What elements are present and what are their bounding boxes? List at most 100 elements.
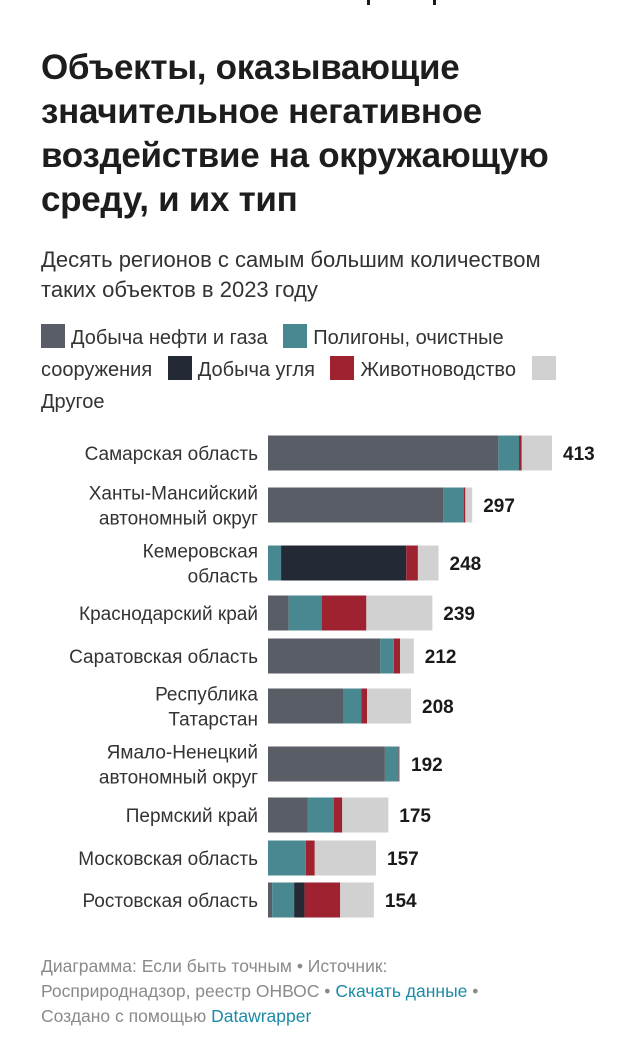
- total-label: 157: [387, 849, 419, 870]
- top-crop-marks: [367, 0, 439, 6]
- total-label: 175: [399, 806, 431, 827]
- bar-segment: [399, 746, 401, 782]
- bar-segment: [343, 688, 362, 724]
- bar-segment: [294, 882, 305, 918]
- bar-segment: [272, 882, 295, 918]
- total-label: 192: [411, 755, 443, 776]
- category-label: Республика Татарстан: [155, 685, 258, 731]
- bar-segment: [268, 595, 289, 631]
- category-label-line: автономный округ: [99, 509, 258, 530]
- bar-segment: [334, 797, 343, 833]
- category-label-line: Республика: [155, 685, 258, 706]
- bar-segment: [304, 882, 341, 918]
- total-label: 297: [483, 496, 515, 517]
- bar-segment: [406, 545, 418, 581]
- category-label: Московская область: [78, 849, 258, 870]
- bar-segment: [384, 746, 399, 782]
- category-label-line: Татарстан: [168, 710, 258, 731]
- total-label: 208: [422, 697, 454, 718]
- footer-separator: •: [472, 981, 479, 1001]
- category-label: Краснодарский край: [79, 604, 258, 625]
- bar-segment: [268, 487, 444, 523]
- datawrapper-link[interactable]: Datawrapper: [211, 1006, 312, 1026]
- bar-segment: [380, 638, 394, 674]
- category-label: Ханты-Мансийский автономный округ: [89, 484, 258, 530]
- footer: Диаграмма: Если быть точным • Источник: …: [41, 954, 601, 1029]
- bar-segment: [268, 746, 385, 782]
- legend-swatch: [167, 356, 192, 380]
- category-label: Ямало-Ненецкий автономный округ: [99, 743, 258, 789]
- chart-subtitle: Десять регионов с самым большим количест…: [41, 247, 541, 302]
- bar-segment: [400, 638, 414, 674]
- bar-segment: [268, 840, 306, 876]
- download-data-link[interactable]: Скачать данные: [335, 981, 468, 1001]
- legend-swatch: [531, 356, 556, 380]
- bar-segment: [498, 435, 519, 471]
- legend-swatch: [283, 324, 308, 348]
- legend-label: Животноводство: [360, 359, 516, 381]
- stacked-bar-chart: Самарская область 413 Ханты-Мансийский авто…: [69, 435, 595, 918]
- bar-segment: [398, 746, 400, 782]
- category-label: Пермский край: [126, 806, 258, 827]
- bar-segment: [361, 688, 368, 724]
- chart-title: Объекты, оказывающие значительное негати…: [41, 48, 549, 219]
- bar-segment: [393, 638, 401, 674]
- bar-segment: [268, 797, 308, 833]
- bar-segment: [268, 688, 344, 724]
- total-label: 248: [450, 554, 482, 575]
- legend-label: Добыча угля: [197, 359, 315, 381]
- bar-segment: [288, 595, 322, 631]
- category-label: Кемеровская область: [143, 542, 258, 588]
- bar-segment: [268, 882, 273, 918]
- bar-segment: [443, 487, 464, 523]
- legend-item: Добыча угля: [167, 356, 315, 381]
- footer-created-with: Создано с помощью: [41, 1006, 207, 1026]
- category-label-line: Самарская область: [85, 444, 259, 465]
- footer-source: Росприроднадзор, реестр ОНВОС •: [41, 981, 331, 1001]
- total-label: 154: [385, 891, 417, 912]
- legend-label: Добыча нефти и газа: [71, 327, 268, 349]
- category-label-line: Кемеровская: [143, 542, 258, 563]
- legend-label: Другое: [41, 391, 105, 413]
- category-label-line: Московская область: [78, 849, 258, 870]
- total-label: 413: [563, 444, 595, 465]
- bar-segment: [367, 688, 412, 724]
- bar-segment: [340, 882, 374, 918]
- category-label-line: Ямало-Ненецкий: [107, 743, 258, 764]
- category-label: Ростовская область: [82, 891, 258, 912]
- legend-item: Животноводство: [330, 356, 516, 381]
- category-label-line: Краснодарский край: [79, 604, 258, 625]
- bar-segment: [518, 435, 522, 471]
- category-label-line: автономный округ: [99, 768, 258, 789]
- total-label: 239: [443, 604, 475, 625]
- bar-segment: [305, 840, 315, 876]
- category-label: Самарская область: [85, 444, 259, 465]
- legend-item: Другое: [41, 356, 562, 413]
- legend-swatch: [330, 356, 355, 380]
- legend-item: Полигоны, очистные сооружения: [41, 324, 504, 381]
- category-label-line: Ростовская область: [82, 891, 258, 912]
- bar-segment: [417, 545, 439, 581]
- bar-segment: [307, 797, 335, 833]
- bar-segment: [268, 545, 282, 581]
- category-label-line: область: [188, 567, 258, 588]
- bar-segment: [366, 595, 433, 631]
- bar-segment: [521, 435, 552, 471]
- bar-segment: [268, 435, 499, 471]
- bar-segment: [281, 545, 407, 581]
- legend: Добыча нефти и газа Полигоны, очистные с…: [41, 322, 601, 418]
- footer-credit: Диаграмма: Если быть точным • Источник:: [41, 956, 388, 976]
- total-label: 212: [425, 647, 457, 668]
- bar-segment: [465, 487, 473, 523]
- category-label-line: Ханты-Мансийский: [89, 484, 258, 505]
- category-label: Саратовская область: [69, 647, 258, 668]
- legend-swatch: [41, 324, 65, 348]
- legend-item: Добыча нефти и газа: [41, 324, 268, 349]
- bar-segment: [321, 595, 367, 631]
- legend-label: Полигоны, очистные сооружения: [41, 327, 504, 381]
- category-label-line: Пермский край: [126, 806, 258, 827]
- bar-segment: [314, 840, 376, 876]
- category-label-line: Саратовская область: [69, 647, 258, 668]
- bar-segment: [268, 638, 381, 674]
- bar-segment: [463, 487, 466, 523]
